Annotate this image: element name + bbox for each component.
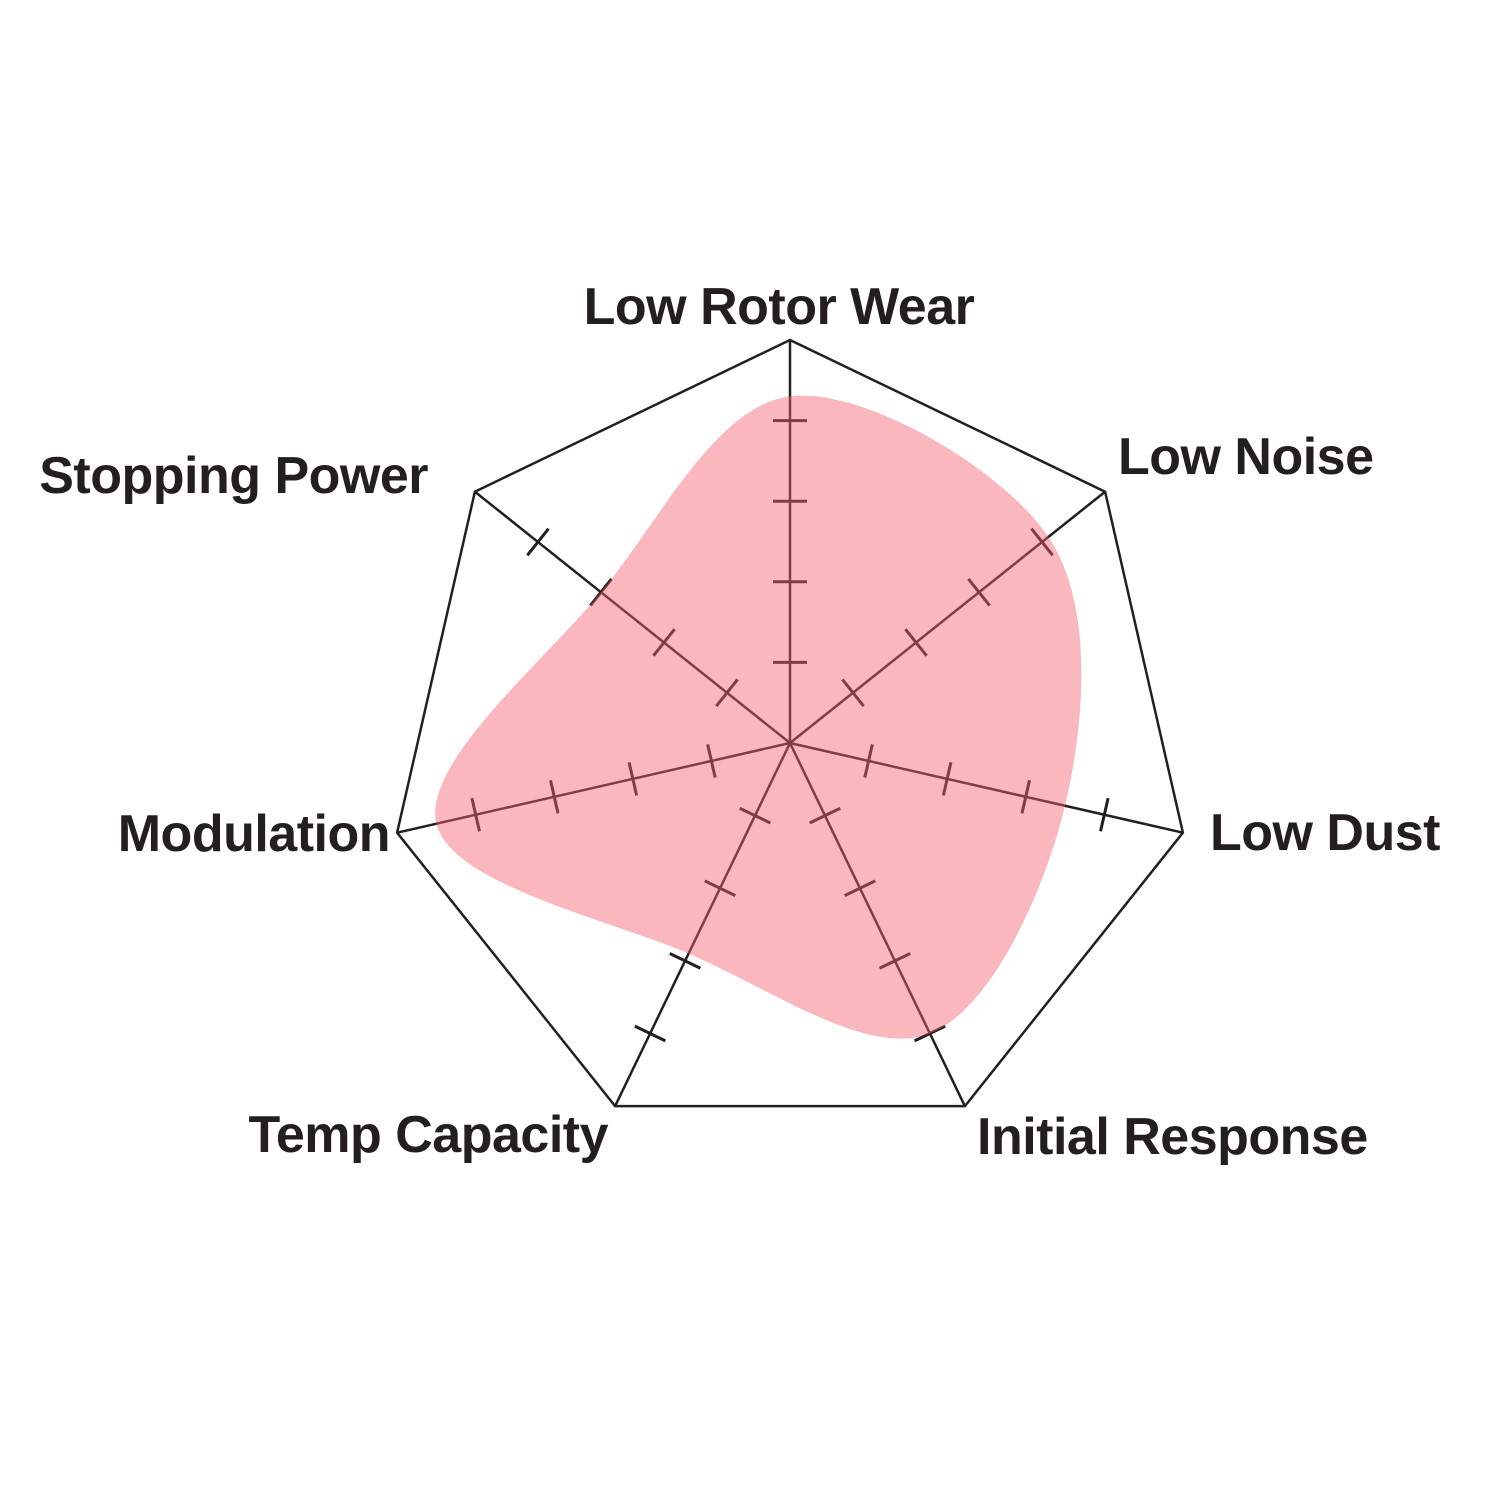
radar-tick [809, 806, 841, 825]
radar-tick [913, 1024, 946, 1043]
radar-spoke [789, 741, 1184, 834]
radar-tick [1030, 527, 1054, 557]
radar-tick [1020, 779, 1031, 814]
radar-spoke [474, 490, 791, 744]
axis-label-low-dust: Low Dust [1210, 804, 1440, 862]
axis-label-modulation: Modulation [117, 805, 391, 863]
radar-tick [904, 628, 928, 657]
radar-tick [652, 628, 676, 657]
radar-tick [549, 779, 560, 814]
axis-label-temp-capacity: Temp Capacity [248, 1106, 608, 1164]
radar-tick [706, 744, 717, 778]
radar-tick [470, 797, 481, 832]
radar-tick [669, 952, 702, 970]
radar-tick [715, 678, 739, 707]
radar-data-area [435, 395, 1082, 1039]
radar-tick [1099, 797, 1110, 832]
radar-tick [589, 578, 613, 607]
radar-tick [704, 879, 737, 897]
axis-label-stopping-power: Stopping Power [39, 447, 428, 505]
radar-tick [526, 527, 550, 557]
radar-tick [634, 1024, 667, 1043]
radar-spoke [614, 742, 792, 1107]
radar-tick [739, 806, 771, 825]
radar-tick [878, 952, 911, 970]
radar-tick [863, 744, 874, 778]
axis-label-low-noise: Low Noise [1118, 428, 1374, 486]
radar-tick [967, 578, 991, 607]
radar-tick [941, 761, 953, 796]
radar-spoke [788, 742, 966, 1107]
radar-tick [841, 678, 865, 707]
radar-spoke [789, 490, 1106, 744]
axis-label-initial-response: Initial Response [977, 1108, 1368, 1166]
axis-label-low-rotor-wear: Low Rotor Wear [583, 278, 975, 336]
radar-outline [395, 338, 1185, 1108]
radar-spoke [396, 741, 791, 834]
radar-tick [627, 761, 639, 796]
radar-tick [843, 879, 876, 897]
